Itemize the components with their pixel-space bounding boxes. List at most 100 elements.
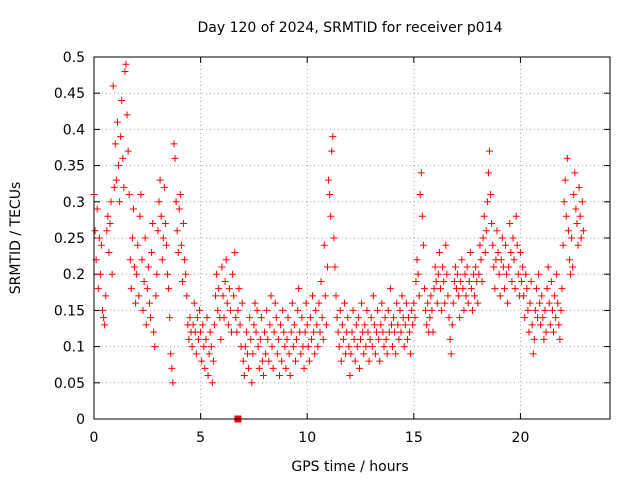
data-point [274,335,282,343]
data-point [236,321,244,329]
data-point [489,241,497,249]
data-point [234,306,242,314]
data-point [560,198,568,206]
data-point [441,299,449,307]
data-point [307,335,315,343]
data-point [258,357,266,365]
plot-frame [93,56,611,420]
data-point [248,379,256,387]
data-point [528,321,536,329]
data-point [562,212,570,220]
data-point [427,292,435,300]
data-point [415,292,423,300]
data-point [265,357,273,365]
data-point [526,299,534,307]
data-point [126,256,134,264]
data-point [384,306,392,314]
data-point [152,292,160,300]
data-point [565,256,573,264]
data-point [351,357,359,365]
data-point [185,335,193,343]
data-point [405,314,412,322]
data-point [246,314,254,322]
data-point [260,372,268,380]
data-point [199,321,207,329]
data-point [91,227,99,235]
data-point [516,248,524,256]
data-point [235,285,243,293]
data-point [531,306,539,314]
data-point [268,343,276,351]
data-point [99,306,107,314]
x-tick-label: 5 [196,430,205,446]
data-point [312,306,320,314]
data-point [153,270,161,278]
data-point [96,270,104,278]
data-point [119,154,127,162]
data-point [578,198,586,206]
data-point [158,256,166,264]
data-point [129,205,137,213]
data-point [445,314,453,322]
data-point [173,227,181,235]
data-point [542,328,550,336]
data-point [558,285,566,293]
data-point [181,256,189,264]
data-point [504,299,512,307]
data-point [298,314,306,322]
data-point [540,335,548,343]
data-point [231,248,239,256]
data-point [206,328,214,336]
data-point [256,335,264,343]
data-point [460,306,468,314]
data-point [380,343,388,351]
data-point [564,227,572,235]
data-point [266,321,274,329]
data-point [222,256,230,264]
data-point [323,263,331,271]
data-point [484,169,492,177]
data-point [240,372,248,380]
data-point [93,205,101,213]
data-point [522,270,530,278]
data-point [346,372,354,380]
data-point [198,357,206,365]
data-point [554,299,562,307]
data-point [197,328,205,336]
data-point [559,241,567,249]
data-point [446,335,454,343]
data-point [466,248,474,256]
data-point [379,328,387,336]
data-point [539,314,547,322]
data-point [497,256,505,264]
data-point [479,234,487,242]
data-point [433,299,441,307]
data-point [278,357,286,365]
grid [94,57,610,419]
data-point [101,321,109,329]
data-point [148,248,156,256]
data-point [134,241,142,249]
data-point [362,343,370,351]
data-point [577,234,585,242]
data-point [412,277,420,285]
data-point [314,343,322,351]
data-point [387,321,395,329]
data-point [429,328,437,336]
data-point [285,350,293,358]
x-tick-label: 10 [298,430,316,446]
data-point [267,292,275,300]
data-point [486,147,494,155]
data-point [456,314,464,322]
data-point [335,343,343,351]
data-point [116,198,124,206]
data-point [510,256,518,264]
data-point [541,306,549,314]
data-point [316,328,324,336]
data-point [350,335,358,343]
data-point [273,350,281,358]
y-tick-label: 0.1 [63,340,85,356]
chart-title: Day 120 of 2024, SRMTID for receiver p01… [197,20,502,36]
data-point [551,292,559,300]
